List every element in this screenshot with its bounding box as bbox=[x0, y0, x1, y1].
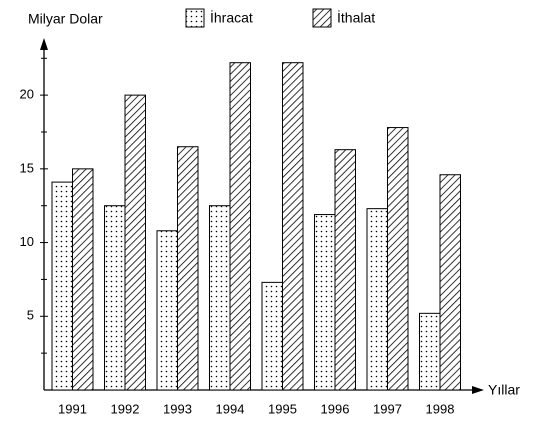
bar bbox=[229, 62, 251, 391]
bar bbox=[439, 174, 461, 391]
bar bbox=[261, 281, 283, 391]
bar bbox=[72, 168, 94, 391]
legend-label: İhracat bbox=[210, 9, 253, 26]
x-arrow bbox=[472, 386, 484, 394]
x-tick-label: 1996 bbox=[321, 401, 350, 416]
x-tick-label: 1992 bbox=[111, 401, 140, 416]
bar bbox=[314, 214, 336, 391]
y-axis-label: Milyar Dolar bbox=[28, 11, 103, 27]
bar bbox=[104, 205, 126, 391]
bar bbox=[209, 205, 231, 391]
bar bbox=[282, 62, 304, 391]
x-tick-label: 1998 bbox=[426, 401, 455, 416]
y-tick-label: 15 bbox=[20, 160, 34, 175]
y-tick-label: 5 bbox=[27, 308, 34, 323]
x-tick-label: 1995 bbox=[268, 401, 297, 416]
legend-swatch bbox=[312, 8, 332, 28]
bar bbox=[51, 181, 73, 391]
x-tick-label: 1993 bbox=[163, 401, 192, 416]
bar bbox=[419, 312, 441, 391]
x-tick-label: 1991 bbox=[58, 401, 87, 416]
legend-label: İthalat bbox=[337, 9, 375, 26]
y-tick-label: 10 bbox=[20, 234, 34, 249]
legend-swatch bbox=[185, 8, 205, 28]
bar bbox=[334, 149, 356, 391]
bar bbox=[366, 208, 388, 391]
bar bbox=[387, 127, 409, 391]
x-tick-label: 1997 bbox=[373, 401, 402, 416]
x-axis-label: Yıllar bbox=[488, 382, 520, 398]
bar bbox=[124, 94, 146, 391]
y-arrow bbox=[40, 38, 48, 50]
y-tick-label: 20 bbox=[20, 87, 34, 102]
x-tick-label: 1994 bbox=[216, 401, 245, 416]
bar bbox=[177, 146, 199, 391]
bar bbox=[156, 230, 178, 391]
